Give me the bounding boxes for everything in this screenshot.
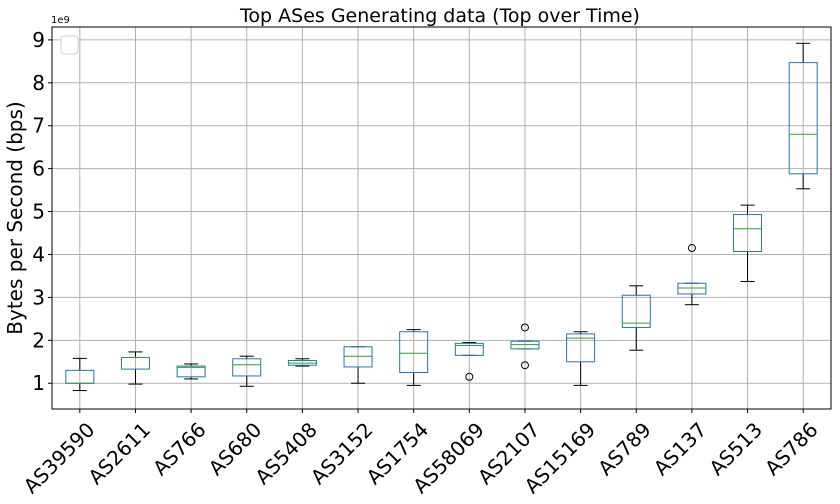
y-tick-label: 2 (32, 328, 45, 352)
iqr-box (733, 214, 763, 252)
box-group-as58069 (454, 341, 484, 381)
outlier-point (520, 323, 529, 332)
legend-box (60, 35, 79, 55)
box-group-as786 (788, 42, 818, 190)
box-group-as5408 (287, 358, 317, 367)
iqr-box (566, 333, 596, 363)
box-group-as39590 (65, 357, 95, 392)
iqr-box (176, 365, 206, 378)
outlier-point (520, 361, 529, 370)
y-tick-label: 4 (32, 242, 45, 266)
y-tick-label: 1 (32, 371, 45, 395)
box-group-as1754 (399, 329, 429, 386)
box-group-as15169 (566, 331, 596, 386)
iqr-box (788, 62, 818, 175)
iqr-box (621, 294, 651, 328)
iqr-box (677, 282, 707, 295)
iqr-box (232, 358, 262, 377)
box-group-as789 (621, 285, 651, 351)
iqr-box (454, 342, 484, 356)
box-group-as3152 (343, 346, 373, 384)
box-layer (65, 42, 818, 392)
y-tick-label: 7 (32, 114, 45, 138)
plot-area-frame (51, 26, 832, 410)
box-group-as137 (677, 244, 707, 306)
outlier-point (465, 372, 474, 381)
y-offset-label: 1e9 (51, 15, 70, 26)
outlier-point (687, 244, 696, 253)
y-tick-label: 5 (32, 200, 45, 224)
iqr-box (399, 331, 429, 374)
y-tick-label: 9 (32, 28, 45, 52)
y-tick-label: 6 (32, 157, 45, 181)
chart-title: Top ASes Generating data (Top over Time) (239, 5, 640, 27)
box-group-as513 (733, 204, 763, 283)
iqr-box (343, 346, 373, 368)
box-group-as2611 (120, 351, 150, 385)
box-group-as680 (232, 355, 262, 387)
box-group-as2107 (510, 323, 540, 370)
y-tick-label: 8 (32, 71, 45, 95)
y-axis-label: Bytes per Second (bps) (3, 101, 27, 334)
box-group-as766 (176, 363, 206, 380)
y-tick-label: 3 (32, 285, 45, 309)
